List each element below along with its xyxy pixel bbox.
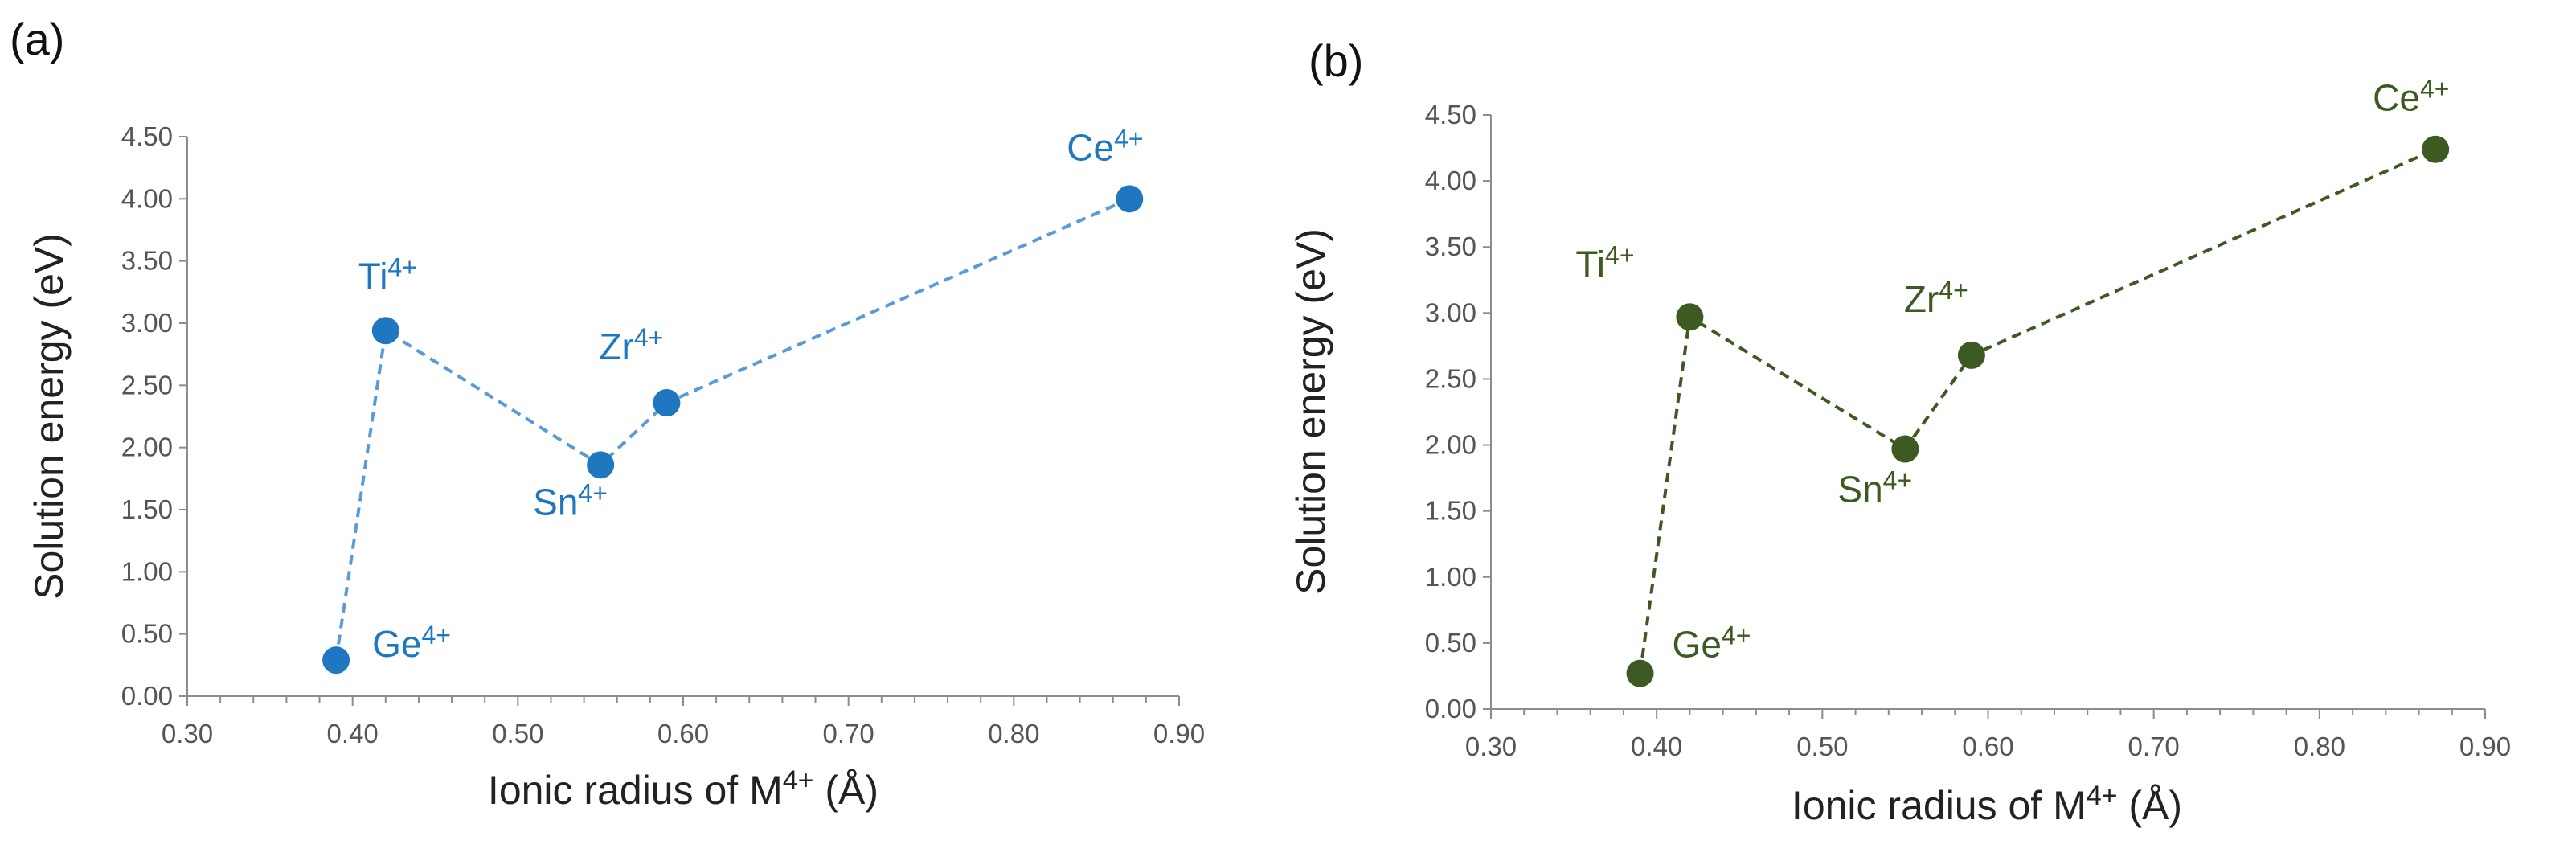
y-tick-label: 3.50: [121, 246, 173, 276]
y-tick-label: 4.00: [1425, 166, 1476, 195]
point-label-charge: 4+: [578, 478, 607, 507]
data-point-sn: [587, 451, 615, 479]
x-tick-label: 0.90: [2459, 732, 2511, 761]
point-label-ce: Ce4+: [1067, 124, 1143, 168]
y-tick-label: 1.00: [121, 556, 173, 586]
point-label-element: Ti: [1575, 243, 1605, 285]
x-axis-title: Ionic radius of M4+ (Å): [1792, 781, 2182, 828]
point-label-charge: 4+: [2420, 75, 2449, 104]
data-point-sn: [1891, 435, 1919, 463]
x-tick-label: 0.60: [657, 719, 709, 748]
y-tick-label: 2.50: [1425, 363, 1476, 393]
y-tick-label: 1.50: [1425, 496, 1476, 526]
data-point-ge: [322, 646, 350, 674]
y-tick-label: 0.00: [1425, 694, 1476, 724]
chart-panel-b: (b) 0.00 0.50 1.00 1.50 2.00 2.50 3.00 3.50 4.00 4…: [1288, 35, 2511, 828]
data-point-ti: [371, 317, 399, 345]
data-point-ti: [1676, 303, 1704, 331]
x-axis-title-main: Ionic radius of M: [1792, 783, 2087, 828]
y-tick-label: 2.50: [121, 370, 173, 400]
point-label-ge: Ge4+: [372, 621, 451, 665]
x-tick-label: 0.80: [2294, 732, 2345, 761]
x-tick-label: 0.70: [2128, 732, 2180, 761]
point-label-ge: Ge4+: [1673, 621, 1751, 666]
point-label-ti: Ti4+: [358, 252, 417, 297]
point-label-charge: 4+: [1722, 621, 1751, 650]
point-label-sn: Sn4+: [533, 478, 608, 523]
data-point-zr: [653, 388, 681, 416]
point-label-charge: 4+: [387, 252, 416, 281]
y-tick-label: 4.50: [121, 121, 173, 151]
series-line: [334, 197, 1131, 661]
y-tick-label: 2.00: [1425, 430, 1476, 460]
y-tick-label: 3.00: [121, 308, 173, 338]
x-tick-label: 0.50: [1796, 732, 1848, 761]
y-tick-label: 2.00: [121, 432, 173, 462]
y-tick-label: 1.00: [1425, 562, 1476, 592]
point-label-element: Zr: [1904, 278, 1939, 320]
x-tick-label: 0.40: [1631, 732, 1682, 761]
x-tick-label: 0.80: [988, 719, 1039, 748]
y-tick-label: 0.50: [1425, 628, 1476, 658]
point-label-ti: Ti4+: [1575, 240, 1634, 285]
y-tick-label: 1.50: [121, 494, 173, 524]
point-label-charge: 4+: [421, 621, 450, 650]
point-label-sn: Sn4+: [1837, 465, 1912, 510]
point-label-element: Ti: [358, 255, 388, 297]
panel-label: (b): [1308, 35, 1363, 86]
x-axis-title-sup: 4+: [783, 765, 814, 796]
x-axis-title-sup: 4+: [2087, 781, 2118, 811]
data-point-ce: [2422, 135, 2450, 163]
x-tick-label: 0.60: [1962, 732, 2013, 761]
y-tick-label: 3.50: [1425, 232, 1476, 261]
point-label-charge: 4+: [1883, 465, 1912, 494]
data-point-ge: [1626, 659, 1654, 687]
data-point-ce: [1116, 185, 1144, 213]
y-tick-label: 0.00: [121, 681, 173, 711]
data-point-zr: [1957, 341, 1985, 369]
point-label-element: Sn: [1837, 468, 1882, 510]
x-axis-title: Ionic radius of M4+ (Å): [488, 765, 878, 813]
y-axis-title: Solution energy (eV): [1288, 228, 1333, 595]
x-tick-label: 0.70: [823, 719, 874, 748]
point-label-element: Ce: [2373, 77, 2420, 119]
x-tick-label: 0.50: [492, 719, 543, 748]
point-label-element: Ge: [372, 623, 421, 665]
point-label-element: Sn: [533, 481, 578, 523]
chart-panel-a: (a) 0.00 0.50 1.00 1.50 2.00 2.50 3.00 3.50 4.00 4…: [10, 14, 1205, 813]
x-axis-title-unit: (Å): [814, 768, 879, 813]
x-axis-title-main: Ionic radius of M: [488, 768, 783, 813]
point-label-zr: Zr4+: [599, 323, 663, 367]
x-axis-title-unit: (Å): [2118, 783, 2183, 828]
panel-label: (a): [10, 14, 64, 64]
point-label-charge: 4+: [634, 323, 663, 352]
y-tick-label: 4.50: [1425, 100, 1476, 129]
y-tick-label: 4.00: [121, 183, 173, 213]
x-tick-label: 0.30: [1465, 732, 1517, 761]
point-label-element: Zr: [599, 326, 633, 367]
point-label-charge: 4+: [1605, 240, 1634, 269]
x-tick-label: 0.90: [1153, 719, 1205, 748]
point-label-element: Ce: [1067, 126, 1114, 168]
point-label-ce: Ce4+: [2373, 75, 2449, 119]
x-tick-label: 0.30: [162, 719, 213, 748]
y-tick-label: 0.50: [121, 619, 173, 649]
x-tick-label: 0.40: [327, 719, 379, 748]
y-tick-label: 3.00: [1425, 297, 1476, 327]
series-line: [1638, 147, 2436, 674]
y-axis-title: Solution energy (eV): [27, 233, 72, 600]
point-label-charge: 4+: [1114, 124, 1143, 153]
point-label-zr: Zr4+: [1904, 276, 1968, 320]
point-label-element: Ge: [1673, 624, 1722, 666]
point-label-charge: 4+: [1939, 276, 1968, 305]
